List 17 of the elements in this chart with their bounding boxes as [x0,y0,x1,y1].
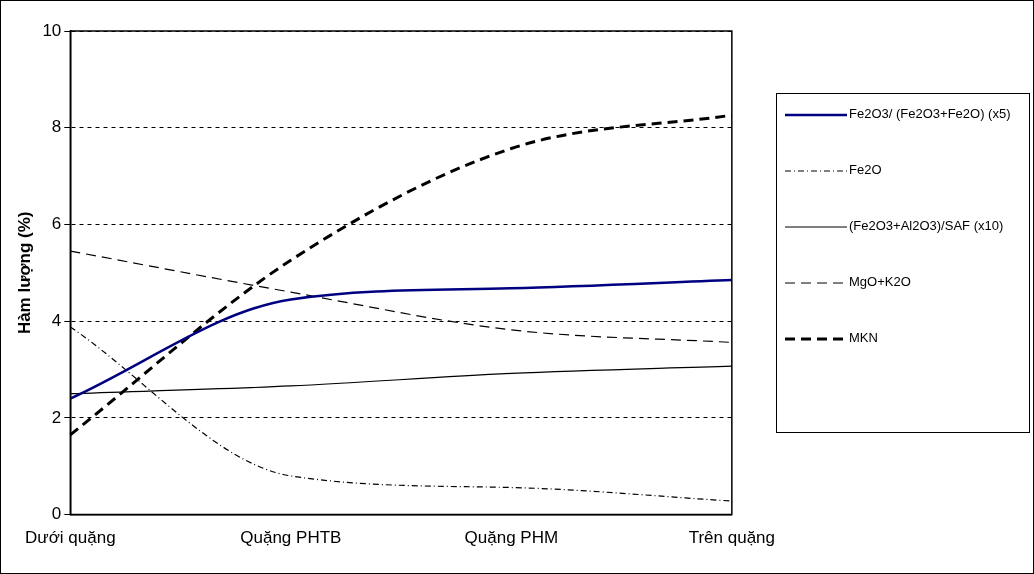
legend-label: MKN [849,329,878,347]
line-series [69,278,734,400]
x-tick-label: Trên quặng [688,528,775,548]
y-tick-label: 6 [51,214,62,234]
y-tick-label: 8 [51,117,62,137]
legend-label: MgO+K2O [849,273,911,291]
x-tick-label: Dưới quặng [25,528,116,548]
y-tick-label: 0 [51,504,62,524]
x-tick-label: Quặng PHTB [240,528,342,548]
x-tick-label: Quặng PHM [464,528,559,548]
y-tick-label: 2 [51,407,62,427]
y-axis-title: Hàm lượng (%) [14,211,34,335]
y-tick-label: 4 [51,310,62,330]
legend-label: Fe2O [849,161,882,179]
legend-label: Fe2O3/ (Fe2O3+Fe2O) (x5) [849,105,1011,123]
y-tick-label: 10 [42,20,62,40]
legend-label: (Fe2O3+Al2O3)/SAF (x10) [849,217,1004,235]
